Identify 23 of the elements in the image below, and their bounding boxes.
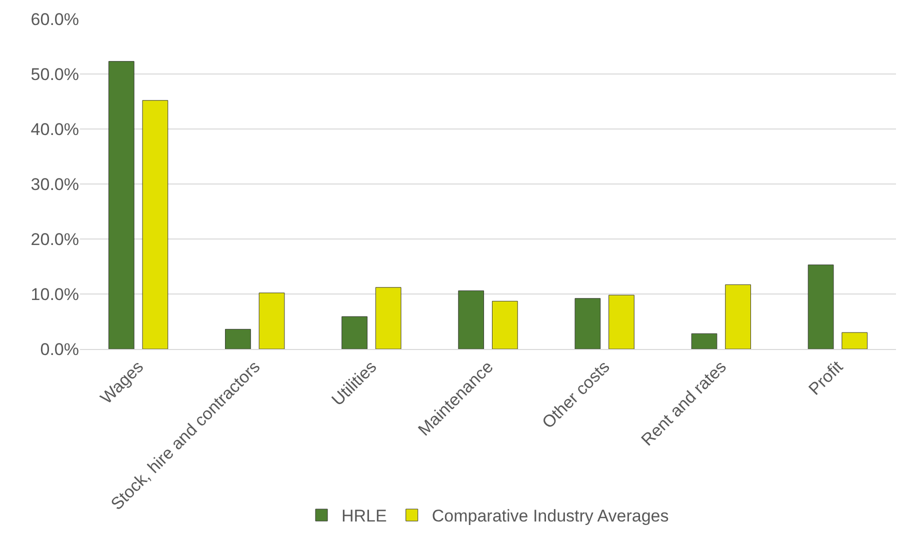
- legend-label: Comparative Industry Averages: [432, 506, 669, 526]
- bar: [108, 61, 134, 349]
- y-tick-label: 10.0%: [30, 284, 79, 304]
- y-tick-label: 0.0%: [40, 340, 79, 359]
- bar: [691, 333, 718, 349]
- y-tick-label: 50.0%: [30, 64, 79, 84]
- bar: [608, 294, 634, 349]
- bar: [725, 284, 751, 349]
- bar: [142, 100, 168, 349]
- bar: [258, 292, 285, 349]
- y-tick-label: 40.0%: [30, 120, 79, 139]
- y-tick-label: 60.0%: [30, 10, 79, 29]
- bar: [225, 328, 251, 349]
- legend-label: HRLE: [342, 506, 387, 526]
- bar: [375, 287, 402, 349]
- bar: [342, 316, 368, 349]
- bar: [458, 290, 484, 349]
- bar: [842, 332, 868, 349]
- bar: [808, 264, 834, 349]
- y-tick-label: 20.0%: [30, 230, 79, 249]
- y-tick-label: 30.0%: [30, 174, 79, 194]
- bar: [492, 300, 518, 349]
- bar: [574, 298, 601, 349]
